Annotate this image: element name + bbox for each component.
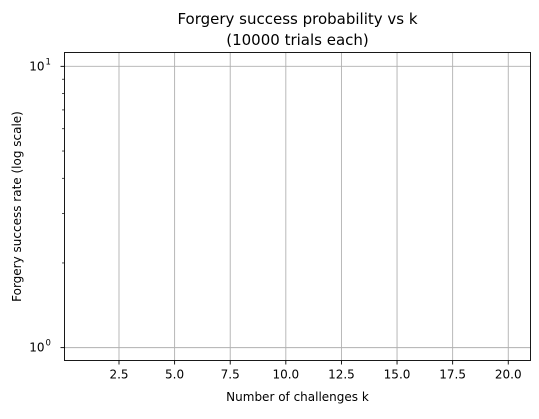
y-tick-label-exponent: 0 xyxy=(46,339,51,349)
x-tick-label: 2.5 xyxy=(109,368,128,382)
x-tick-label: 12.5 xyxy=(328,368,355,382)
x-tick-label: 10.0 xyxy=(272,368,299,382)
chart-title: Forgery success probability vs k xyxy=(177,10,417,28)
y-tick-label: 10 xyxy=(29,59,44,73)
y-axis-label: Forgery success rate (log scale) xyxy=(10,111,24,302)
x-tick-label: 17.5 xyxy=(439,368,466,382)
chart-subtitle: (10000 trials each) xyxy=(226,31,369,49)
y-tick-label: 10 xyxy=(29,341,44,355)
y-tick-label-exponent: 1 xyxy=(46,57,51,67)
x-tick-label: 20.0 xyxy=(495,368,522,382)
x-tick-label: 5.0 xyxy=(165,368,184,382)
x-tick-label: 7.5 xyxy=(221,368,240,382)
x-tick-label: 15.0 xyxy=(384,368,411,382)
x-axis-label: Number of challenges k xyxy=(226,390,369,404)
